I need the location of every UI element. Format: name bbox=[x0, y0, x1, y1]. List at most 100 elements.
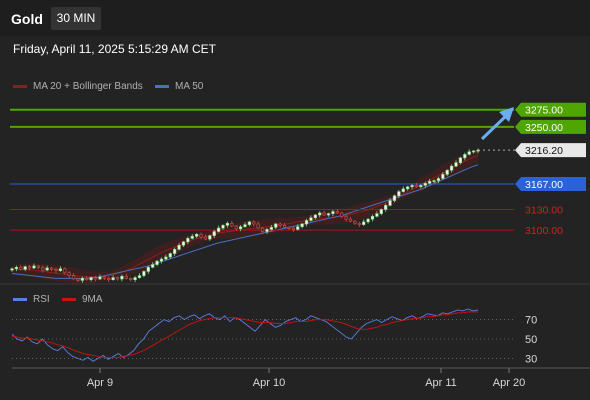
candle-body bbox=[217, 227, 221, 232]
candle-body bbox=[366, 218, 370, 223]
candle-body bbox=[467, 151, 471, 155]
candle-body bbox=[388, 200, 392, 206]
rsi-tick-70: 70 bbox=[525, 315, 537, 327]
candle-body bbox=[14, 267, 18, 269]
candle-body bbox=[348, 218, 353, 222]
legend-ma20: MA 20 + Bollinger Bands bbox=[13, 81, 143, 92]
candle-body bbox=[401, 188, 405, 192]
candle-body bbox=[133, 277, 137, 281]
trend-arrow-shaft bbox=[480, 113, 509, 141]
candle-body bbox=[54, 269, 58, 272]
candle-body bbox=[458, 157, 463, 163]
datetime-label: Friday, April 11, 2025 5:15:29 AM CET bbox=[13, 42, 216, 56]
x-tick-label-Apr 9: Apr 9 bbox=[87, 377, 113, 389]
candle-body bbox=[436, 178, 441, 181]
candle-body bbox=[265, 229, 269, 232]
ma20-swatch bbox=[13, 85, 27, 88]
candle-body bbox=[58, 268, 62, 272]
interval-button[interactable]: 30 MIN bbox=[51, 7, 101, 30]
candle-body bbox=[155, 260, 159, 265]
legend-ma50: MA 50 bbox=[155, 81, 203, 92]
candle-body bbox=[313, 214, 317, 219]
symbol-title: Gold bbox=[11, 11, 43, 27]
candle-body bbox=[300, 223, 304, 228]
candle-body bbox=[212, 231, 216, 236]
level-label-3100.00: 3100.00 bbox=[525, 225, 563, 237]
candle-body bbox=[190, 236, 194, 239]
candle-body bbox=[296, 226, 300, 230]
candle-body bbox=[441, 174, 445, 179]
candle-body bbox=[199, 233, 203, 238]
candle-body bbox=[269, 227, 273, 230]
candle-body bbox=[234, 225, 238, 230]
legend-rsi-label: RSI bbox=[33, 294, 50, 305]
candle-body bbox=[49, 267, 54, 270]
candle-body bbox=[195, 233, 199, 237]
candle-body bbox=[80, 278, 84, 281]
candle-body bbox=[93, 277, 98, 280]
candle-body bbox=[168, 253, 172, 258]
candle-body bbox=[344, 216, 348, 220]
candle-body bbox=[384, 205, 388, 210]
candle-body bbox=[335, 211, 339, 214]
bollinger-band bbox=[12, 148, 478, 285]
candle-body bbox=[410, 185, 414, 188]
candle-body bbox=[63, 268, 67, 274]
x-tick-label-Apr 11: Apr 11 bbox=[425, 377, 457, 389]
candle-body bbox=[85, 278, 89, 281]
candle-body bbox=[353, 220, 357, 224]
candle-body bbox=[27, 266, 32, 269]
candle-body bbox=[326, 213, 331, 216]
candle-body bbox=[375, 213, 379, 217]
candle-body bbox=[76, 278, 80, 281]
candle-body bbox=[115, 277, 120, 280]
legend-rsi-ma-label: 9MA bbox=[82, 294, 103, 305]
candle-body bbox=[432, 180, 436, 182]
candle-body bbox=[45, 267, 49, 271]
candle-body bbox=[379, 209, 383, 214]
candle-body bbox=[19, 267, 23, 270]
candle-body bbox=[370, 216, 375, 220]
candle-body bbox=[111, 277, 115, 281]
candle-body bbox=[423, 183, 427, 186]
candle-body bbox=[397, 191, 401, 197]
candle-body bbox=[159, 258, 164, 262]
candle-body bbox=[164, 256, 168, 260]
candle-body bbox=[181, 241, 186, 246]
candle-body bbox=[142, 271, 146, 276]
ma50-swatch bbox=[155, 85, 169, 88]
candle-body bbox=[124, 275, 128, 279]
candle-body bbox=[32, 265, 36, 269]
candle-body bbox=[151, 264, 155, 268]
candle-body bbox=[208, 235, 212, 240]
candle-body bbox=[454, 162, 458, 167]
level-label-3250.00: 3250.00 bbox=[525, 122, 563, 134]
candle-body bbox=[177, 244, 181, 250]
legend-ma50-label: MA 50 bbox=[175, 81, 204, 92]
rsi-tick-30: 30 bbox=[525, 353, 537, 365]
rsi-ma-swatch bbox=[62, 298, 76, 301]
candle-body bbox=[331, 211, 335, 214]
level-label-3275.00: 3275.00 bbox=[525, 105, 563, 117]
candle-body bbox=[41, 267, 45, 271]
x-tick-label-Apr 10: Apr 10 bbox=[253, 377, 285, 389]
candle-body bbox=[252, 221, 256, 225]
candle-body bbox=[463, 154, 467, 159]
candle-body bbox=[340, 212, 344, 217]
candle-body bbox=[71, 275, 76, 280]
rsi-swatch bbox=[13, 298, 27, 301]
candle-body bbox=[309, 217, 313, 221]
candle-body bbox=[239, 226, 243, 230]
candle-body bbox=[304, 220, 309, 225]
level-tag-3250.00 bbox=[515, 119, 586, 134]
candle-body bbox=[362, 221, 366, 225]
candle-body bbox=[476, 149, 480, 152]
candle-body bbox=[256, 223, 260, 229]
candle-body bbox=[225, 222, 230, 226]
x-tick-label-Apr 20: Apr 20 bbox=[493, 377, 525, 389]
candle-body bbox=[260, 227, 265, 232]
candle-body bbox=[221, 225, 225, 229]
level-tag-3275.00 bbox=[515, 102, 586, 117]
candle-body bbox=[98, 276, 102, 280]
